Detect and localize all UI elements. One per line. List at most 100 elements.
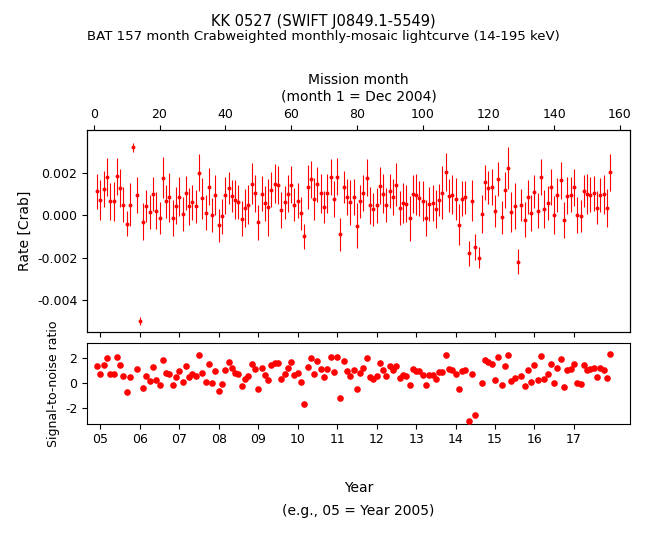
- Point: [351, 385, 362, 394]
- Point: [447, 366, 457, 375]
- Point: [105, 370, 116, 378]
- Point: [211, 367, 221, 375]
- Point: [500, 362, 510, 370]
- Point: [240, 374, 250, 383]
- Point: [467, 370, 477, 379]
- Point: [526, 377, 536, 386]
- Point: [428, 370, 438, 379]
- Point: [158, 356, 168, 365]
- Point: [191, 372, 201, 381]
- Point: [506, 377, 517, 386]
- Point: [115, 361, 125, 369]
- Point: [329, 368, 339, 376]
- Point: [266, 361, 276, 370]
- Point: [401, 371, 412, 380]
- Point: [453, 385, 464, 394]
- Point: [227, 364, 237, 372]
- Point: [395, 374, 405, 382]
- Point: [109, 370, 119, 379]
- Point: [161, 369, 171, 377]
- Point: [568, 360, 579, 369]
- Text: BAT 157 month Crabweighted monthly-mosaic lightcurve (14-195 keV): BAT 157 month Crabweighted monthly-mosai…: [87, 30, 559, 43]
- Point: [493, 352, 503, 361]
- Point: [477, 378, 487, 387]
- Point: [529, 361, 539, 370]
- Point: [411, 367, 421, 375]
- Point: [539, 375, 550, 383]
- Point: [187, 370, 198, 378]
- Point: [217, 380, 227, 389]
- Point: [194, 350, 204, 359]
- Point: [306, 354, 316, 363]
- X-axis label: Mission month
(month 1 = Dec 2004): Mission month (month 1 = Dec 2004): [280, 73, 437, 104]
- Point: [118, 371, 129, 380]
- Point: [523, 365, 533, 374]
- Point: [565, 364, 576, 373]
- Point: [519, 382, 530, 391]
- Point: [283, 364, 293, 373]
- Point: [171, 372, 181, 381]
- Point: [269, 359, 280, 368]
- Point: [592, 373, 602, 382]
- Point: [414, 367, 424, 375]
- Point: [263, 376, 273, 384]
- Point: [293, 369, 303, 377]
- Point: [546, 359, 556, 368]
- Point: [332, 352, 342, 361]
- Point: [197, 369, 207, 377]
- Point: [326, 352, 336, 361]
- Text: KK 0527 (SWIFT J0849.1-5549): KK 0527 (SWIFT J0849.1-5549): [211, 14, 435, 29]
- Point: [417, 370, 428, 379]
- Point: [474, 430, 484, 438]
- Point: [437, 368, 448, 377]
- Point: [296, 377, 306, 386]
- Point: [460, 365, 470, 374]
- Point: [513, 425, 523, 434]
- Point: [95, 369, 105, 378]
- Point: [388, 366, 398, 375]
- Point: [572, 379, 583, 388]
- Point: [121, 387, 132, 396]
- Point: [483, 358, 494, 367]
- Point: [233, 369, 244, 378]
- Point: [98, 361, 109, 369]
- Point: [486, 359, 497, 368]
- Point: [556, 355, 566, 364]
- Point: [532, 376, 543, 384]
- Point: [112, 352, 122, 361]
- Point: [253, 384, 264, 393]
- Point: [585, 364, 596, 373]
- Point: [371, 372, 382, 381]
- Point: [315, 365, 326, 374]
- Point: [335, 394, 346, 402]
- Point: [138, 383, 149, 392]
- Point: [131, 365, 141, 374]
- Point: [151, 376, 162, 384]
- Point: [424, 371, 434, 380]
- Point: [207, 379, 217, 388]
- Point: [289, 371, 300, 380]
- Point: [250, 364, 260, 373]
- Point: [214, 387, 224, 395]
- Point: [230, 369, 240, 378]
- Point: [378, 365, 388, 374]
- Point: [362, 353, 372, 362]
- Point: [141, 372, 152, 381]
- Point: [421, 381, 431, 389]
- Point: [220, 365, 231, 374]
- Point: [490, 375, 500, 384]
- Point: [247, 359, 257, 368]
- Point: [174, 367, 185, 376]
- Point: [224, 358, 234, 367]
- Point: [312, 357, 322, 365]
- Point: [302, 363, 313, 371]
- Point: [322, 365, 333, 374]
- Point: [181, 362, 191, 371]
- Point: [470, 411, 481, 419]
- Point: [243, 372, 253, 381]
- Point: [286, 358, 297, 367]
- Point: [444, 364, 454, 373]
- Point: [605, 350, 615, 358]
- Point: [431, 375, 441, 384]
- Point: [236, 381, 247, 390]
